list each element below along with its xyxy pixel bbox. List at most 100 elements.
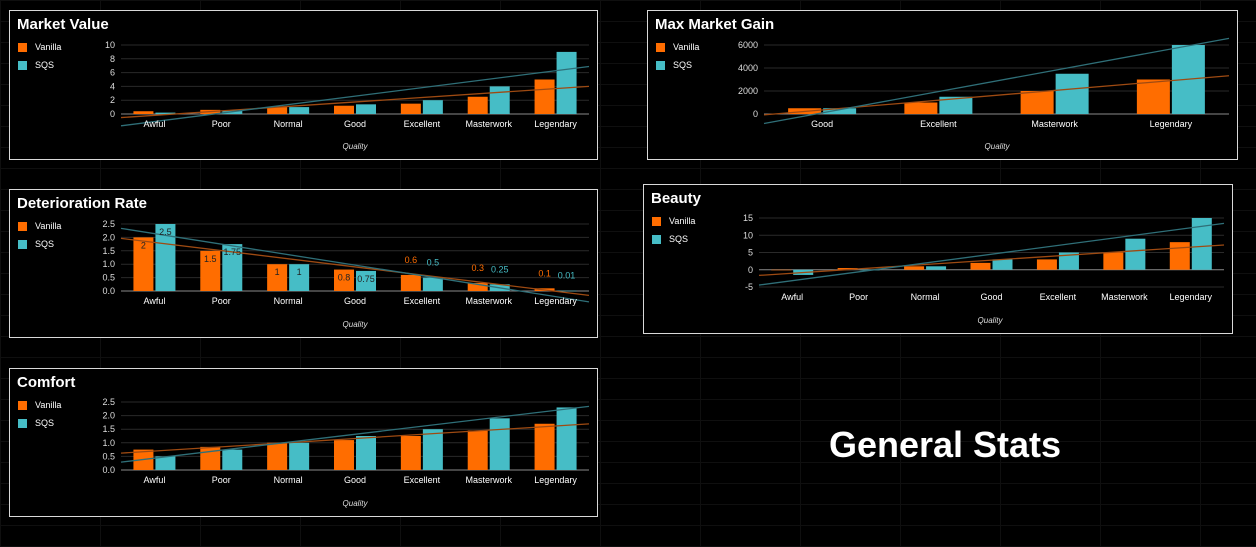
trendline-sqs xyxy=(120,405,590,463)
data-label: 0.1 xyxy=(538,268,551,278)
y-tick-label: 0 xyxy=(748,265,753,275)
y-tick-label: 0.5 xyxy=(102,273,115,283)
bar-vanilla xyxy=(534,423,555,470)
bar-vanilla xyxy=(1103,252,1124,270)
x-tick-label: Legendary xyxy=(534,296,577,306)
legend-label: Vanilla xyxy=(35,221,62,231)
bar-sqs xyxy=(356,104,376,114)
y-tick-label: 0 xyxy=(753,109,758,119)
legend-item-vanilla: Vanilla xyxy=(656,38,699,56)
y-tick-label: 2.5 xyxy=(102,219,115,229)
y-tick-label: 4000 xyxy=(738,63,758,73)
bar-sqs xyxy=(1125,238,1146,270)
data-label: 0.75 xyxy=(357,274,375,284)
x-tick-label: Good xyxy=(811,119,833,129)
chart-legend: Vanilla SQS xyxy=(18,396,61,432)
legend-label: SQS xyxy=(673,60,693,70)
bar-vanilla xyxy=(970,262,991,270)
bar-sqs xyxy=(289,442,310,470)
bar-vanilla xyxy=(400,103,421,114)
bar-vanilla xyxy=(200,250,221,291)
legend-item-vanilla: Vanilla xyxy=(18,38,61,56)
x-tick-label: Legendary xyxy=(534,475,577,485)
x-tick-label: Poor xyxy=(212,296,231,306)
legend-item-vanilla: Vanilla xyxy=(18,396,61,414)
data-label: 1.5 xyxy=(204,254,217,264)
x-tick-label: Awful xyxy=(781,292,803,302)
bar-vanilla xyxy=(400,436,421,470)
bar-vanilla xyxy=(904,102,938,114)
x-tick-label: Legendary xyxy=(1150,119,1193,129)
chart-panel-beauty: -5 0 5 10 15 Awful Poor Normal Good Excellent Mast… xyxy=(643,184,1233,334)
chart-panel-market-value: 0 2 4 6 8 10 Awful Poor Normal Good Excellent Maste… xyxy=(9,10,598,160)
y-tick-label: 0.0 xyxy=(102,286,115,296)
y-tick-label: 10 xyxy=(105,40,115,50)
bar-vanilla xyxy=(534,79,555,114)
trendline-vanilla xyxy=(758,244,1225,277)
bar-sqs xyxy=(422,429,443,470)
bar-sqs xyxy=(939,96,973,114)
chart-canvas: 0.0 0.5 1.0 1.5 2.0 2.5 2 1.5 1 0.8 0.6 0.3 0.1 2.5 1.… xyxy=(102,219,590,306)
trendline-vanilla xyxy=(120,423,590,454)
y-tick-label: 2.5 xyxy=(102,397,115,407)
bar-vanilla xyxy=(267,264,288,291)
x-tick-label: Good xyxy=(980,292,1002,302)
chart-panel-comfort: 0.0 0.5 1.0 1.5 2.0 2.5 Awful Poor Normal Good Exc… xyxy=(9,368,598,517)
bar-sqs xyxy=(155,456,176,470)
x-axis-title: Quality xyxy=(342,499,368,508)
y-tick-label: 10 xyxy=(743,230,753,240)
chart-legend: Vanilla SQS xyxy=(18,217,61,253)
trendline-vanilla xyxy=(120,237,590,297)
bar-sqs xyxy=(155,224,176,291)
data-label: 0.8 xyxy=(338,273,351,283)
bar-vanilla xyxy=(1136,79,1170,114)
x-tick-label: Excellent xyxy=(404,119,441,129)
y-tick-label: 4 xyxy=(110,81,115,91)
bar-sqs xyxy=(222,244,243,291)
legend-item-vanilla: Vanilla xyxy=(652,212,695,230)
chart-panel-max-market-gain: 0 2000 4000 6000 Good Excellent Masterwork Lege… xyxy=(647,10,1238,160)
chart-legend: Vanilla SQS xyxy=(652,212,695,248)
x-axis-title: Quality xyxy=(342,320,368,329)
legend-swatch xyxy=(18,418,27,428)
x-tick-label: Normal xyxy=(274,475,303,485)
trendline-sqs xyxy=(120,65,590,127)
x-tick-label: Normal xyxy=(911,292,940,302)
x-tick-label: Masterwork xyxy=(465,296,512,306)
bar-vanilla xyxy=(334,105,354,114)
bar-vanilla xyxy=(133,237,154,291)
legend-item-sqs: SQS xyxy=(652,230,695,248)
bar-sqs xyxy=(823,108,857,114)
trendline-sqs xyxy=(120,227,590,303)
legend-item-sqs: SQS xyxy=(18,56,61,74)
chart-title: Comfort xyxy=(17,374,76,391)
chart-title: Beauty xyxy=(651,190,702,207)
x-tick-label: Excellent xyxy=(1040,292,1077,302)
y-tick-label: 2.0 xyxy=(102,232,115,242)
chart-canvas: 0.0 0.5 1.0 1.5 2.0 2.5 Awful Poor Normal Good Exc… xyxy=(102,397,590,485)
chart-legend: Vanilla SQS xyxy=(656,38,699,74)
data-label: 1 xyxy=(275,267,280,277)
bar-vanilla xyxy=(837,268,858,270)
x-tick-label: Poor xyxy=(212,119,231,129)
x-tick-label: Good xyxy=(344,119,366,129)
legend-swatch xyxy=(656,60,665,70)
bar-vanilla xyxy=(904,266,925,270)
x-tick-label: Awful xyxy=(143,119,165,129)
x-tick-label: Legendary xyxy=(534,119,577,129)
bar-sqs xyxy=(222,449,243,470)
x-tick-label: Excellent xyxy=(404,296,441,306)
data-label: 0.6 xyxy=(405,255,418,265)
page-title: General Stats xyxy=(828,424,1062,465)
bar-vanilla xyxy=(133,111,154,114)
x-tick-label: Masterwork xyxy=(1031,119,1078,129)
bar-vanilla xyxy=(1169,242,1190,270)
bar-vanilla xyxy=(267,107,288,114)
y-tick-label: 1.0 xyxy=(102,259,115,269)
legend-label: SQS xyxy=(35,60,55,70)
legend-item-sqs: SQS xyxy=(18,235,61,253)
bar-sqs xyxy=(289,107,310,114)
data-label: 0.3 xyxy=(471,263,484,273)
y-tick-label: 5 xyxy=(748,248,753,258)
chart-title: Deterioration Rate xyxy=(17,195,148,212)
